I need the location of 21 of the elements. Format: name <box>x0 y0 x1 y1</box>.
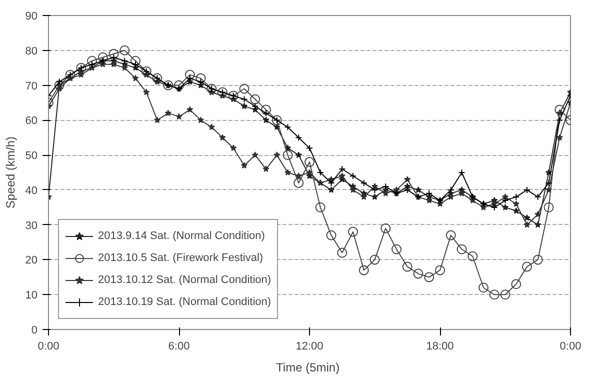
legend-label: 2013.10.5 Sat. (Firework Festival) <box>98 251 264 265</box>
x-tick-label: 0:00 <box>38 340 60 352</box>
y-tick-label: 60 <box>25 115 38 128</box>
y-tick-label: 70 <box>25 80 38 92</box>
legend-label: 2013.10.19 Sat. (Normal Condition) <box>98 295 272 309</box>
y-tick-label: 20 <box>25 254 38 267</box>
y-tick-label: 50 <box>25 150 38 162</box>
y-tick-label: 40 <box>25 184 38 197</box>
y-tick-label: 90 <box>25 10 38 22</box>
legend-label: 2013.9.14 Sat. (Normal Condition) <box>98 229 265 243</box>
y-axis-title: Speed (km/h) <box>3 136 18 209</box>
x-tick-label: 0:00 <box>560 340 582 352</box>
y-tick-label: 0 <box>31 324 38 336</box>
x-tick-label: 6:00 <box>168 340 190 352</box>
y-tick-label: 80 <box>25 45 38 58</box>
x-tick-label: 18:00 <box>426 340 454 352</box>
y-tick-label: 10 <box>25 290 38 302</box>
y-tick-label: 30 <box>25 220 38 232</box>
x-tick-label: 12:00 <box>296 340 324 352</box>
x-axis-title: Time (5min) <box>276 360 340 374</box>
legend-label: 2013.10.12 Sat. (Normal Condition) <box>98 273 272 287</box>
